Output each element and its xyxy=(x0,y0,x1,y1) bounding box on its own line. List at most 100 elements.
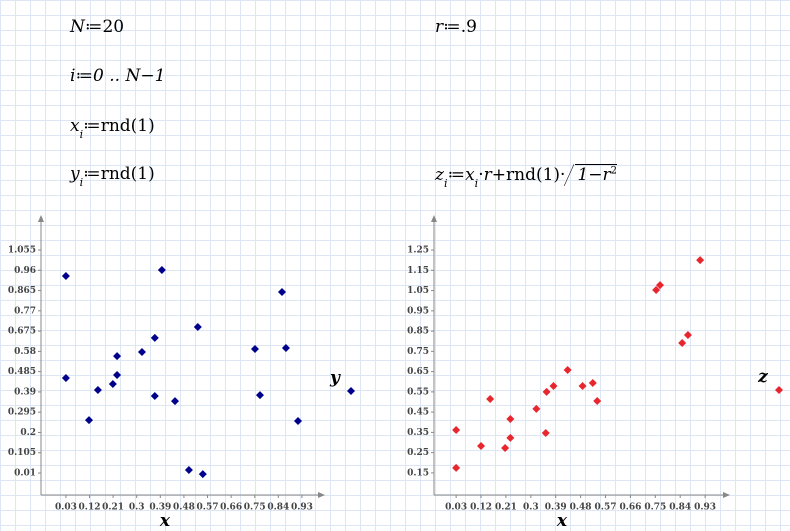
point xyxy=(84,416,93,425)
point xyxy=(593,396,602,405)
axis-arrow xyxy=(38,215,44,222)
point xyxy=(541,429,550,438)
legend-marker xyxy=(347,387,355,395)
y-tick-label: 0.85 xyxy=(407,327,429,337)
y-tick-label: 0.485 xyxy=(8,367,36,377)
eq-expr: +rnd(1)· xyxy=(491,165,566,185)
eq-op: ≔ xyxy=(443,17,461,37)
y-tick-label: 0.96 xyxy=(14,266,36,276)
eq-value: rnd(1) xyxy=(100,116,155,136)
point xyxy=(157,266,166,275)
eq-var: y xyxy=(70,164,80,184)
eq-var: i xyxy=(70,66,76,86)
point xyxy=(652,285,661,294)
x-tick-label: 0.12 xyxy=(79,503,101,513)
eq-value: 0 .. N−1 xyxy=(93,66,166,86)
point xyxy=(137,348,146,357)
point xyxy=(532,404,541,413)
x-tick-label: 0.03 xyxy=(55,503,77,513)
point xyxy=(250,345,259,354)
point xyxy=(506,433,515,442)
point xyxy=(549,381,558,390)
axis-arrow xyxy=(431,215,437,222)
eq-sub: i xyxy=(474,177,479,191)
point xyxy=(293,416,302,425)
eq-sub: i xyxy=(79,176,84,190)
point xyxy=(150,333,159,342)
y-tick-label: 0.58 xyxy=(14,347,36,357)
point xyxy=(477,441,486,450)
point xyxy=(198,470,207,479)
legend-marker xyxy=(775,386,783,394)
axis-arrow xyxy=(723,492,730,498)
eq-var: N xyxy=(70,17,85,37)
eq-sub: i xyxy=(79,128,84,142)
point xyxy=(277,288,286,297)
point xyxy=(61,272,70,281)
y-tick-label: 1.05 xyxy=(407,286,429,296)
point xyxy=(696,256,705,265)
equation: xi≔rnd(1) xyxy=(70,116,155,142)
y-tick-label: 1.25 xyxy=(407,246,429,256)
eq-value: .9 xyxy=(460,17,477,37)
point xyxy=(93,386,102,394)
x-tick-label: 0.57 xyxy=(197,503,219,513)
y-tick-label: 0.105 xyxy=(8,448,36,458)
eq-op: ≔ xyxy=(83,164,101,184)
y-tick-label: 0.25 xyxy=(407,448,429,458)
x-axis-label: x xyxy=(556,511,568,531)
equation: N≔20 xyxy=(70,17,124,37)
y-tick-label: 0.77 xyxy=(14,306,36,316)
y-tick-label: 0.35 xyxy=(407,428,429,438)
x-tick-label: 0.66 xyxy=(619,503,641,513)
eq-sup: 2 xyxy=(610,165,617,177)
point xyxy=(171,397,180,406)
point xyxy=(193,323,202,332)
point xyxy=(113,352,122,361)
eq-value: rnd(1) xyxy=(100,164,155,184)
x-tick-label: 0.3 xyxy=(129,503,145,513)
eq-var: r xyxy=(483,165,492,185)
y-tick-label: 0.39 xyxy=(14,387,36,397)
equation: i≔0 .. N−1 xyxy=(70,66,165,86)
point xyxy=(150,391,159,400)
equation: zi≔xi·r+rnd(1)· 1−r2 xyxy=(435,164,617,191)
y-tick-label: 0.2 xyxy=(20,428,36,438)
eq-op: ≔ xyxy=(447,165,466,185)
x-tick-label: 0.3 xyxy=(523,503,539,513)
x-tick-label: 0.93 xyxy=(694,503,716,513)
y-tick-label: 0.295 xyxy=(8,408,36,418)
y-tick-label: 0.45 xyxy=(407,408,429,418)
eq-op: ≔ xyxy=(84,17,103,37)
x-tick-label: 0.39 xyxy=(149,503,171,513)
y-tick-label: 0.865 xyxy=(8,286,36,296)
y-tick-label: 1.055 xyxy=(8,246,36,256)
x-tick-label: 0.21 xyxy=(102,503,124,513)
eq-var: x xyxy=(465,165,475,185)
x-tick-label: 0.75 xyxy=(644,503,666,513)
legend-label: z xyxy=(757,367,768,387)
point xyxy=(184,466,193,475)
point xyxy=(501,443,510,452)
point xyxy=(486,394,495,403)
point xyxy=(452,463,461,472)
equation: r≔.9 xyxy=(435,17,477,37)
x-tick-label: 0.21 xyxy=(495,503,517,513)
eq-var: r xyxy=(435,17,444,37)
point xyxy=(542,387,551,396)
point xyxy=(588,378,597,387)
x-tick-label: 0.84 xyxy=(669,503,691,513)
eq-var: z xyxy=(435,165,444,185)
y-tick-label: 0.75 xyxy=(407,347,429,357)
point xyxy=(255,391,264,400)
equation: yi≔rnd(1) xyxy=(70,164,155,190)
radical: 1−r2 xyxy=(564,164,617,186)
eq-var: x xyxy=(70,116,80,136)
point xyxy=(506,415,515,424)
point xyxy=(108,380,117,389)
y-tick-label: 0.675 xyxy=(8,327,36,337)
x-tick-label: 0.57 xyxy=(595,503,617,513)
x-tick-label: 0.93 xyxy=(291,503,313,513)
